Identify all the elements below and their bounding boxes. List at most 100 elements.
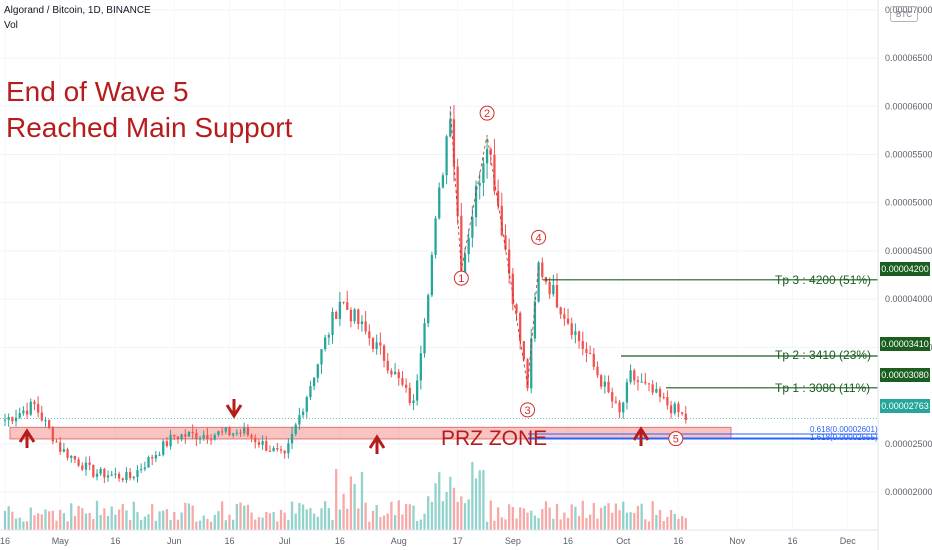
candle-body (95, 473, 99, 477)
volume-bar (360, 471, 364, 530)
candle-body (162, 441, 165, 455)
volume-bar (327, 508, 330, 530)
volume-bar (662, 520, 665, 530)
volume-bar (11, 511, 14, 530)
wave-marker-circle (668, 431, 684, 447)
candle-body (261, 441, 264, 445)
volume-bar (386, 513, 389, 530)
volume-bar (99, 514, 102, 530)
currency-unit-badge[interactable]: BTC (890, 6, 918, 22)
candle-body (117, 473, 121, 479)
volume-bar (577, 515, 581, 530)
volume-bar (110, 506, 113, 530)
candle-body (474, 185, 478, 218)
volume-layer (3, 462, 687, 530)
volume-bar (673, 513, 676, 530)
volume-bar (611, 512, 614, 530)
candle-body (430, 254, 434, 296)
candle-body (198, 438, 202, 440)
volume-bar (452, 487, 456, 530)
candle-body (176, 436, 180, 440)
volume-bar (463, 503, 467, 530)
candle-body (243, 427, 246, 434)
volume-bar (88, 512, 91, 530)
volume-bar (154, 520, 158, 530)
candle-body (423, 323, 426, 354)
volume-bar (103, 508, 106, 530)
tp1-label: Tp 1 : 3080 (11%) (775, 381, 871, 395)
volume-bar (533, 515, 537, 530)
volume-bar (511, 507, 514, 530)
candle-body (331, 312, 334, 336)
time-tick-label: May (52, 536, 70, 546)
volume-bar (121, 503, 124, 530)
volume-bar (261, 517, 264, 530)
volume-bar (335, 468, 338, 530)
candle-body (614, 401, 618, 403)
time-tick-label: 16 (563, 536, 573, 546)
volume-bar (408, 504, 411, 530)
candle-body (235, 432, 238, 434)
volume-bar (338, 509, 342, 530)
volume-bar (555, 503, 559, 530)
volume-bar (195, 521, 198, 530)
volume-bar (622, 501, 625, 530)
volume-bar (33, 515, 36, 530)
volume-bar (136, 512, 139, 530)
candle-body (596, 366, 599, 376)
volume-bar (548, 507, 551, 530)
volume-bar (544, 501, 548, 530)
candle-body (570, 323, 573, 335)
volume-bar (169, 519, 172, 530)
candle-body (44, 420, 47, 422)
volume-bar (151, 504, 154, 530)
candle-body (519, 312, 522, 342)
volume-bar (515, 518, 518, 530)
volume-bar (625, 512, 629, 530)
volume-bar (180, 512, 183, 530)
volume-bar (504, 519, 507, 530)
candle-body (489, 148, 492, 155)
volume-bar (416, 521, 419, 530)
candle-body (36, 403, 40, 413)
volume-bar (36, 513, 40, 530)
candle-body (187, 431, 191, 437)
price-tick-label: 0.00002000 (885, 487, 932, 497)
price-tick-label: 0.00004000 (885, 294, 932, 304)
wave-marker-circle (479, 105, 495, 121)
time-tick-label: 16 (673, 536, 683, 546)
candle-body (555, 285, 559, 308)
volume-bar (125, 510, 128, 530)
fib-label-0618: 0.618(0.00002601) (810, 425, 878, 434)
candle-body (342, 301, 345, 303)
candle-body (684, 413, 687, 421)
volume-bar (677, 518, 680, 530)
volume-bar (92, 519, 95, 530)
candle-body (673, 403, 676, 414)
volume-bar (375, 505, 378, 530)
candle-body (335, 312, 338, 319)
prz-zone-label: PRZ ZONE (441, 427, 548, 450)
volume-bar (143, 516, 146, 530)
candle-body (279, 449, 283, 451)
volume-bar (607, 503, 610, 530)
volume-bar (305, 509, 308, 530)
candle-body (655, 388, 658, 393)
volume-bar (73, 515, 77, 530)
candle-body (511, 273, 514, 305)
candle-body (132, 476, 135, 479)
tp1-price-tag: 0.00003080 (880, 368, 930, 382)
candle-body (232, 433, 235, 436)
candle-body (228, 427, 231, 436)
volume-indicator-label[interactable]: Vol (4, 20, 18, 31)
candle-body (184, 434, 187, 437)
volume-bar (312, 513, 316, 530)
candle-body (607, 381, 610, 393)
candle-body (287, 443, 290, 454)
volume-bar (59, 509, 62, 530)
candle-body (301, 411, 305, 416)
chart-title: Algorand / Bitcoin, 1D, BINANCE (4, 5, 151, 16)
volume-bar (66, 521, 69, 530)
